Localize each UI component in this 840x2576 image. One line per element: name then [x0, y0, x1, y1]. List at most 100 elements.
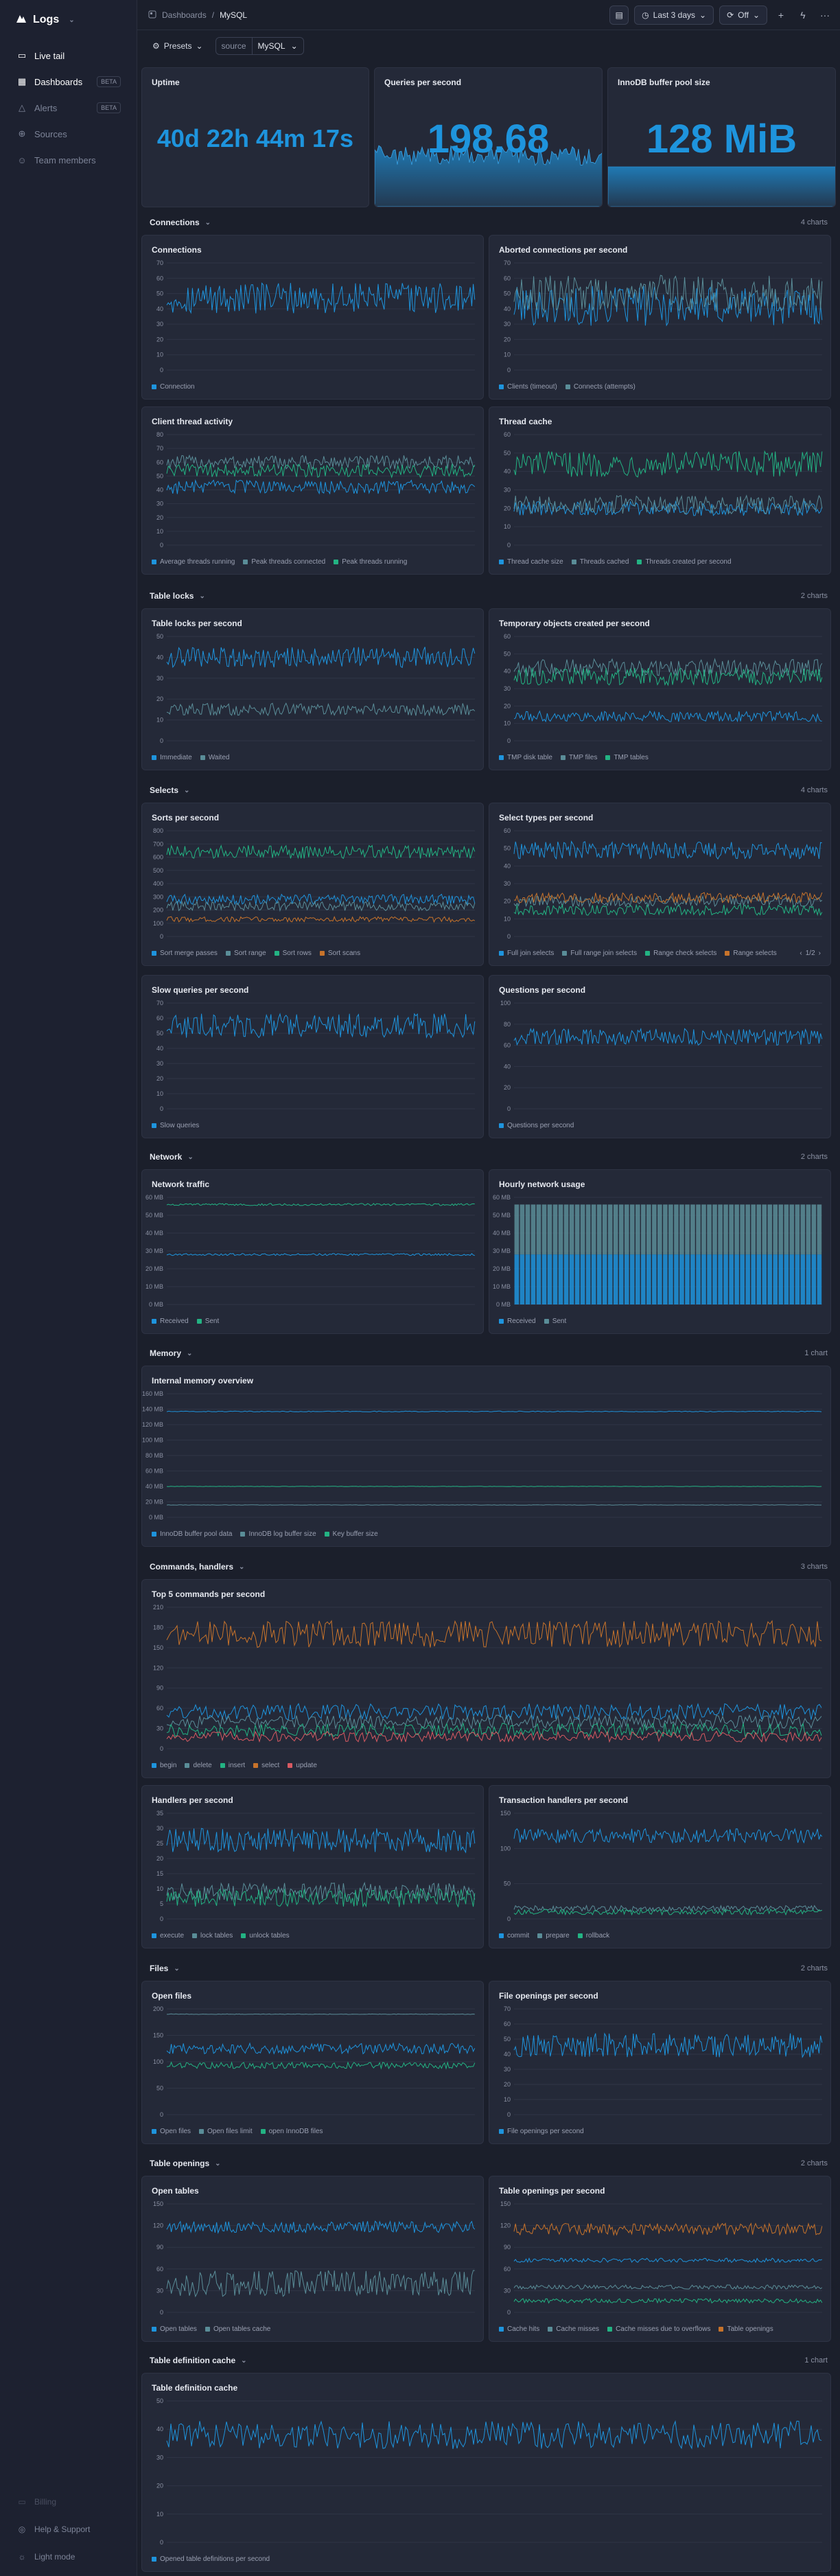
legend-item[interactable]: Range selects [725, 950, 777, 957]
legend-item[interactable]: Threads cached [571, 558, 629, 566]
legend-item[interactable]: Table openings [719, 2325, 773, 2333]
series-line-tmp-disk-table[interactable] [513, 710, 822, 723]
legend-item[interactable]: InnoDB log buffer size [240, 1530, 316, 1538]
series-line-sort-merge-passes[interactable] [166, 893, 476, 906]
series-line-commit[interactable] [513, 1828, 823, 1844]
legend-item[interactable]: Questions per second [499, 1122, 574, 1129]
legend-item[interactable]: lock tables [192, 1932, 233, 1940]
chevron-down-icon[interactable]: ⌄ [69, 16, 75, 24]
legend-item[interactable]: Open files [152, 2128, 191, 2135]
series-line-select[interactable] [166, 1620, 822, 1648]
series-line-innodb-buffer-pool-data[interactable] [166, 1410, 822, 1412]
series-line-cache-misses-due-to-overflows[interactable] [513, 2297, 823, 2304]
sidebar-item-live-tail[interactable]: ▭ Live tail [8, 44, 129, 67]
legend-item[interactable]: update [288, 1762, 317, 1769]
refresh-select[interactable]: ⟳ Off ⌄ [719, 5, 767, 25]
sidebar-item-team-members[interactable]: ☺ Team members [8, 148, 129, 172]
legend-pager[interactable]: ‹ 1/2 › [800, 950, 821, 957]
series-line-innodb-log-buffer-size[interactable] [166, 1504, 821, 1506]
sidebar-item-billing[interactable]: ▭ Billing [8, 2489, 129, 2514]
legend-item[interactable]: insert [220, 1762, 245, 1769]
series-line-lock-tables[interactable] [166, 1881, 476, 1902]
series-line-tmp-tables[interactable] [513, 667, 823, 687]
source-filter[interactable]: source MySQL ⌄ [215, 37, 304, 55]
legend-item[interactable]: rollback [577, 1932, 609, 1940]
series-line-open-tables[interactable] [166, 2220, 476, 2234]
presets-button[interactable]: ⚙ Presets ⌄ [147, 37, 209, 55]
bolt-icon[interactable]: ϟ [800, 10, 806, 21]
series-line-begin[interactable] [166, 1702, 822, 1721]
legend-item[interactable]: Thread cache size [499, 558, 563, 566]
legend-item[interactable]: select [253, 1762, 279, 1769]
legend-item[interactable]: Range check selects [645, 950, 716, 957]
legend-item[interactable]: Open files limit [199, 2128, 253, 2135]
series-line-clients-timeout[interactable] [513, 286, 823, 327]
series-line-tmp-files[interactable] [513, 658, 823, 677]
sidebar-item-sources[interactable]: ⊕ Sources [8, 122, 129, 146]
series-line-key-buffer-size[interactable] [166, 1486, 822, 1487]
series-line-unlock-tables[interactable] [166, 1888, 476, 1908]
legend-item[interactable]: Immediate [152, 754, 192, 761]
series-line-peak-threads-running[interactable] [166, 463, 476, 479]
calendar-button[interactable]: ▤ [609, 5, 629, 25]
legend-item[interactable]: Cache hits [499, 2325, 539, 2333]
legend-item[interactable]: Sent [196, 1318, 219, 1325]
series-line-open-innodb-files[interactable] [166, 2061, 476, 2070]
time-range-select[interactable]: ◷ Last 3 days ⌄ [634, 5, 714, 25]
series-line-opened-table-definitions-per-second[interactable] [166, 2420, 822, 2450]
legend-item[interactable]: prepare [537, 1932, 570, 1940]
legend-item[interactable]: Average threads running [152, 558, 235, 566]
series-line-sort-rows[interactable] [166, 844, 476, 860]
legend-item[interactable]: Slow queries [152, 1122, 199, 1129]
legend-item[interactable]: Open tables [152, 2325, 197, 2333]
series-line-file-openings-per-second[interactable] [513, 2032, 823, 2058]
legend-item[interactable]: File openings per second [499, 2128, 584, 2135]
legend-item[interactable]: Threads created per second [637, 558, 732, 566]
section-files[interactable]: Files ⌄ 2 charts [137, 1956, 840, 1981]
sidebar-item-dashboards[interactable]: ▦ Dashboards BETA [8, 70, 129, 93]
section-table-openings[interactable]: Table openings ⌄ 2 charts [137, 2151, 840, 2176]
series-line-execute[interactable] [166, 1828, 476, 1854]
add-icon[interactable]: + [778, 10, 784, 21]
legend-item[interactable]: Sort scans [319, 950, 360, 957]
legend-item[interactable]: Sort merge passes [152, 950, 218, 957]
series-line-delete[interactable] [166, 1714, 822, 1730]
legend-item[interactable]: commit [499, 1932, 529, 1940]
legend-item[interactable]: TMP files [560, 754, 597, 761]
series-line-connects-attempts[interactable] [513, 275, 823, 313]
legend-item[interactable]: Open tables cache [205, 2325, 270, 2333]
legend-item[interactable]: InnoDB buffer pool data [152, 1530, 232, 1538]
legend-item[interactable]: open InnoDB files [260, 2128, 323, 2135]
series-line-full-range-join-selects[interactable] [513, 895, 823, 908]
legend-item[interactable]: Full join selects [499, 950, 554, 957]
series-line-average-threads-running[interactable] [166, 479, 476, 495]
series-line-full-join-selects[interactable] [513, 840, 822, 860]
legend-item[interactable]: unlock tables [241, 1932, 290, 1940]
chevron-right-icon[interactable]: › [818, 950, 821, 957]
series-line-table-openings[interactable] [513, 2222, 823, 2236]
series-line-thread-cache-size[interactable] [513, 500, 823, 516]
section-commands-handlers[interactable]: Commands, handlers ⌄ 3 charts [137, 1554, 840, 1579]
series-line-update[interactable] [166, 1730, 822, 1743]
legend-item[interactable]: Sort rows [274, 950, 312, 957]
legend-item[interactable]: Opened table definitions per second [152, 2555, 270, 2563]
brand[interactable]: Logs ⌄ [15, 10, 75, 30]
series-line-prepare[interactable] [513, 1904, 822, 1913]
legend-item[interactable]: TMP disk table [499, 754, 552, 761]
series-line-cache-hits[interactable] [513, 2257, 822, 2264]
series-line-received[interactable] [166, 1253, 475, 1256]
legend-item[interactable]: Sort range [225, 950, 266, 957]
series-line-open-files[interactable] [166, 2042, 476, 2055]
legend-item[interactable]: Peak threads running [334, 558, 407, 566]
section-connections[interactable]: Connections ⌄ 4 charts [137, 210, 840, 235]
series-line-connection[interactable] [166, 282, 476, 314]
series-line-sort-range[interactable] [166, 900, 476, 912]
chevron-left-icon[interactable]: ‹ [800, 950, 802, 957]
legend-item[interactable]: Clients (timeout) [499, 383, 557, 391]
legend-item[interactable]: execute [152, 1932, 184, 1940]
sidebar-item-alerts[interactable]: △ Alerts BETA [8, 96, 129, 119]
series-line-rollback[interactable] [513, 1907, 823, 1916]
legend-item[interactable]: Connects (attempts) [565, 383, 635, 391]
legend-item[interactable]: Received [152, 1318, 189, 1325]
series-line-range-check-selects[interactable] [513, 904, 823, 917]
